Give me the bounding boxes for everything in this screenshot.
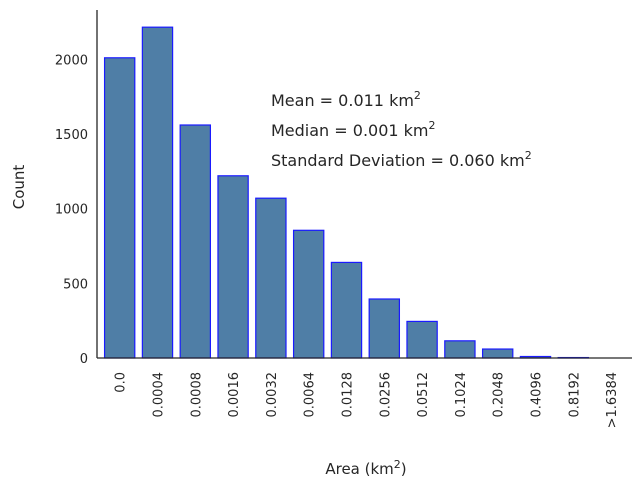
bar xyxy=(481,348,514,359)
y-tick-label: 1000 xyxy=(55,203,88,218)
bar xyxy=(406,320,438,359)
x-tick-label: 0.1024 xyxy=(454,372,469,418)
stat-annotation: Mean = 0.011 km2 xyxy=(271,89,421,110)
x-tick-label: 0.0004 xyxy=(151,372,166,418)
stat-annotation: Standard Deviation = 0.060 km2 xyxy=(271,149,532,170)
bar xyxy=(368,298,401,359)
bar xyxy=(444,340,476,359)
stat-annotation-text: Mean = 0.011 km xyxy=(271,91,414,110)
bar xyxy=(292,229,325,359)
x-tick-label: 0.0 xyxy=(114,372,129,393)
x-axis-label-sup: 2 xyxy=(394,458,401,471)
stat-annotation-text: Standard Deviation = 0.060 km xyxy=(271,151,525,170)
bars xyxy=(103,26,590,359)
x-tick-label: 0.0256 xyxy=(378,372,393,418)
bar xyxy=(141,26,174,359)
x-tick-label: 0.4096 xyxy=(529,372,544,418)
x-tick-label: 0.0008 xyxy=(189,372,204,418)
y-axis-label: Count xyxy=(10,165,28,210)
bar xyxy=(330,261,363,359)
stat-annotation-sup: 2 xyxy=(414,89,421,102)
y-tick-label: 500 xyxy=(63,277,88,292)
y-axis: 0 500 1000 1500 2000 xyxy=(55,10,98,367)
x-tick-label: 0.8192 xyxy=(567,372,582,418)
x-tick-label: 0.2048 xyxy=(492,372,507,418)
x-tick-label: 0.0128 xyxy=(340,372,355,418)
x-tick-label: 0.0032 xyxy=(265,372,280,418)
stat-annotation-text: Median = 0.001 km xyxy=(271,121,429,140)
bar xyxy=(217,175,249,359)
x-tick-label: 0.0016 xyxy=(227,372,242,418)
y-tick-label: 1500 xyxy=(55,128,88,143)
bar xyxy=(255,197,287,359)
bar xyxy=(103,57,136,359)
stat-annotation: Median = 0.001 km2 xyxy=(271,119,436,140)
stat-annotation-sup: 2 xyxy=(525,149,532,162)
y-tick-label: 2000 xyxy=(55,53,88,68)
x-tick-label: 0.0064 xyxy=(303,372,318,418)
x-tick-label: >1.6384 xyxy=(605,372,620,428)
x-axis-label: Area (km2) xyxy=(325,458,406,478)
x-axis-label-suffix: ) xyxy=(401,460,407,478)
stat-annotation-sup: 2 xyxy=(429,119,436,132)
y-tick-label: 0 xyxy=(80,352,88,367)
x-axis: 0.0 0.0004 0.0008 0.0016 0.0032 0.0064 0.0128 0… xyxy=(97,357,632,428)
x-tick-label: 0.0512 xyxy=(416,372,431,418)
bar xyxy=(179,124,212,359)
x-axis-label-text: Area (km xyxy=(325,460,393,478)
